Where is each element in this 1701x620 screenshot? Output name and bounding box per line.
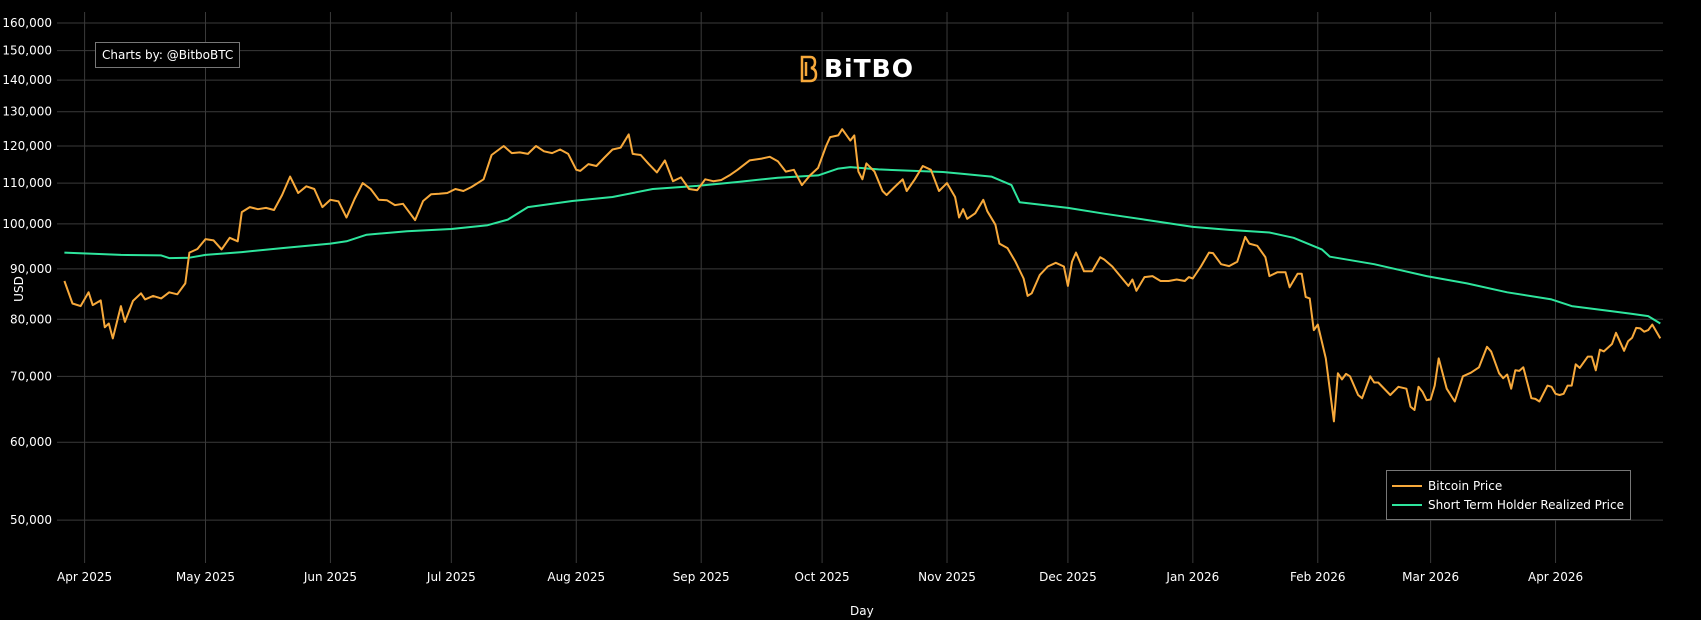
legend-label: Bitcoin Price bbox=[1428, 478, 1503, 493]
y-axis-title: USD bbox=[11, 276, 26, 302]
x-tick-label: Nov 2025 bbox=[918, 570, 976, 584]
bitbo-b-icon bbox=[800, 55, 818, 82]
bitbo-logo: BiTBO bbox=[798, 54, 914, 83]
legend-swatch-sth bbox=[1392, 503, 1422, 506]
x-tick-label: Sep 2025 bbox=[673, 570, 730, 584]
x-axis-title: Day bbox=[850, 604, 874, 618]
series-lines bbox=[63, 128, 1662, 423]
y-tick-label: 160,000 bbox=[2, 16, 52, 30]
x-tick-label: Mar 2026 bbox=[1402, 570, 1459, 584]
y-tick-label: 50,000 bbox=[10, 513, 52, 527]
y-tick-label: 70,000 bbox=[10, 369, 52, 383]
x-axis-ticks: Apr 2025 May 2025 Jun 2025 Jul 2025 Aug 2025… bbox=[57, 570, 1583, 584]
y-axis-ticks: 160,000 150,000 140,000 130,000 120,000 110,0… bbox=[2, 16, 52, 527]
legend-swatch-bitcoin bbox=[1392, 484, 1422, 487]
x-tick-label: Aug 2025 bbox=[547, 570, 605, 584]
y-tick-label: 110,000 bbox=[2, 176, 52, 190]
x-tick-label: May 2025 bbox=[176, 570, 235, 584]
legend-label: Short Term Holder Realized Price bbox=[1428, 497, 1624, 512]
x-tick-label: Feb 2026 bbox=[1290, 570, 1346, 584]
legend-item-sth[interactable]: Short Term Holder Realized Price bbox=[1392, 495, 1630, 514]
logo-text: BiTBO bbox=[824, 54, 914, 83]
x-tick-label: Oct 2025 bbox=[795, 570, 850, 584]
sth-realized-price-line bbox=[64, 166, 1661, 325]
y-tick-label: 100,000 bbox=[2, 217, 52, 231]
x-tick-label: Dec 2025 bbox=[1039, 570, 1097, 584]
legend-item-bitcoin[interactable]: Bitcoin Price bbox=[1392, 476, 1630, 495]
y-tick-label: 140,000 bbox=[2, 73, 52, 87]
bitcoin-price-line bbox=[63, 128, 1662, 423]
x-tick-label: Jun 2025 bbox=[303, 570, 357, 584]
gridlines bbox=[57, 12, 1663, 563]
y-tick-label: 80,000 bbox=[10, 312, 52, 326]
y-tick-label: 150,000 bbox=[2, 44, 52, 58]
y-tick-label: 60,000 bbox=[10, 435, 52, 449]
chart-credit: Charts by: @BitboBTC bbox=[95, 42, 241, 68]
x-tick-label: Jan 2026 bbox=[1165, 570, 1219, 584]
y-tick-label: 130,000 bbox=[2, 105, 52, 119]
x-tick-label: Apr 2025 bbox=[57, 570, 112, 584]
y-tick-label: 90,000 bbox=[10, 262, 52, 276]
x-tick-label: Jul 2025 bbox=[426, 570, 476, 584]
x-tick-label: Apr 2026 bbox=[1528, 570, 1583, 584]
legend: Bitcoin Price Short Term Holder Realized… bbox=[1386, 470, 1631, 520]
y-tick-label: 120,000 bbox=[2, 139, 52, 153]
